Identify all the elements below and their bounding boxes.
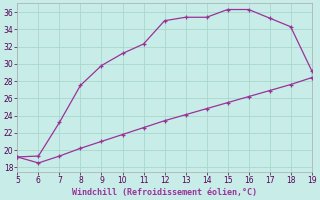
X-axis label: Windchill (Refroidissement éolien,°C): Windchill (Refroidissement éolien,°C) [72, 188, 257, 197]
